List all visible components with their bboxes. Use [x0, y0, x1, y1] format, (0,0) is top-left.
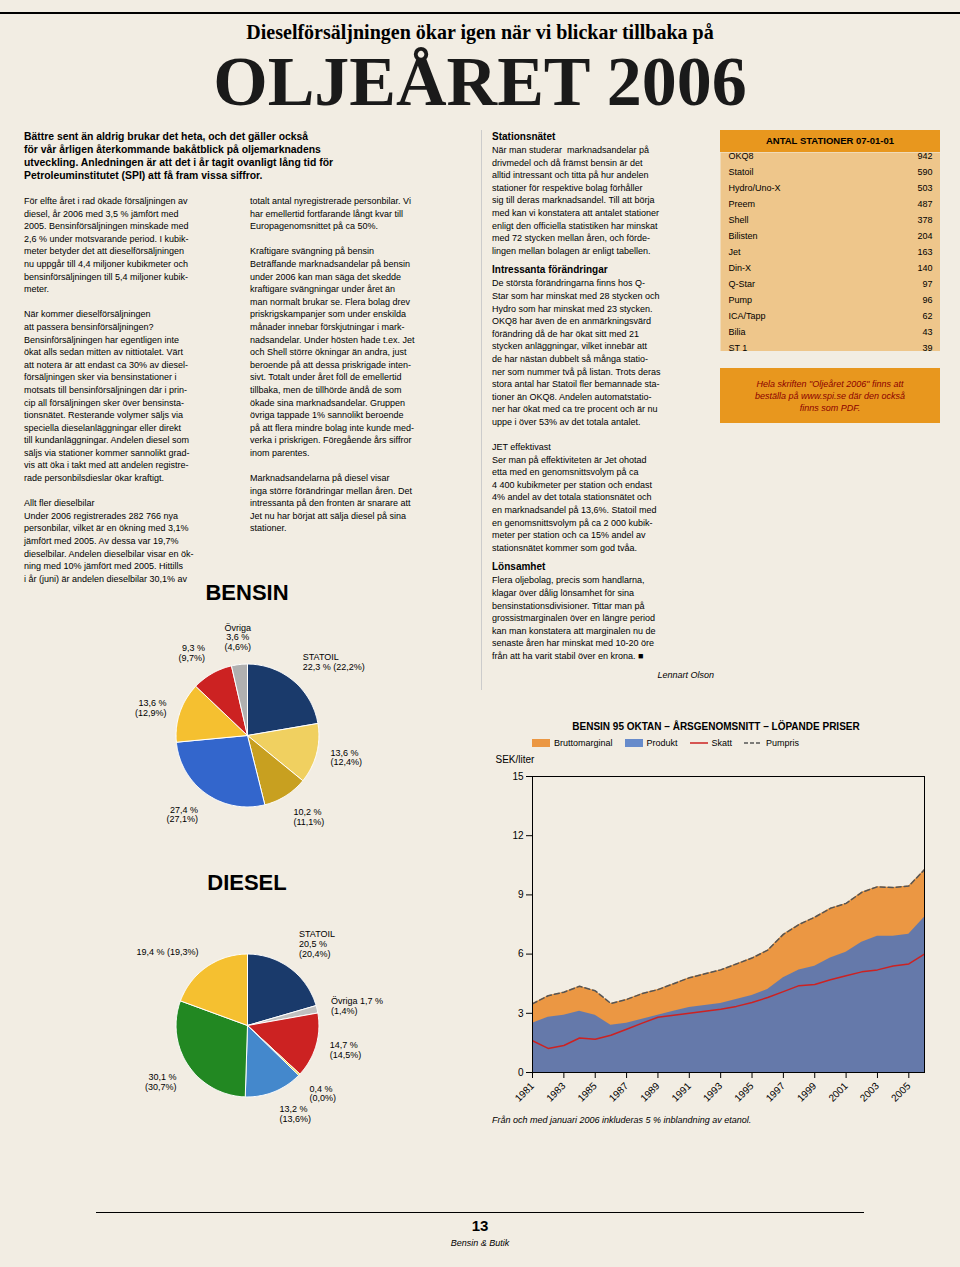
svg-text:15: 15: [512, 771, 524, 782]
html-text:Lennart Olson: Lennart Olson: [657, 669, 714, 680]
svg-text:Hydro/Uno-X: Hydro/Uno-X: [729, 183, 781, 193]
html-text:totalt antal nyregistrerade pe: totalt antal nyregistrerade personbilar.…: [250, 196, 415, 534]
svg-text:0: 0: [518, 1067, 524, 1078]
svg-text:30,1 %(30,7%): 30,1 %(30,7%): [145, 1072, 177, 1092]
svg-text:96: 96: [922, 295, 932, 305]
html-text:Hela skriften "Oljeåret 2006": Hela skriften "Oljeåret 2006" finns att …: [755, 378, 905, 413]
svg-text:Din-X: Din-X: [729, 263, 752, 273]
html-text:Från och med januari 2006 inkl: Från och med januari 2006 inkluderas 5 %…: [492, 1115, 752, 1125]
svg-text:1981: 1981: [513, 1080, 537, 1104]
svg-text:STATOIL20,5 %(20,4%): STATOIL20,5 %(20,4%): [299, 929, 335, 959]
html-text:BENSIN 95 OKTAN – ÅRSGENOMSNIT: BENSIN 95 OKTAN – ÅRSGENOMSNITT – LÖPAND…: [572, 721, 860, 732]
html-text:BENSIN: BENSIN: [205, 580, 289, 605]
svg-text:OKQ8: OKQ8: [729, 152, 754, 161]
html-text:Bättre sent än aldrig brukar d: Bättre sent än aldrig brukar det heta, o…: [24, 131, 334, 181]
svg-text:2003: 2003: [858, 1080, 882, 1104]
svg-text:1989: 1989: [638, 1080, 662, 1104]
svg-text:62: 62: [922, 311, 932, 321]
html-text:DIESEL: DIESEL: [207, 870, 287, 895]
svg-text:1983: 1983: [544, 1080, 568, 1104]
svg-text:ICA/Tapp: ICA/Tapp: [729, 311, 766, 321]
svg-text:9,3 %(9,7%): 9,3 %(9,7%): [179, 643, 206, 663]
svg-text:204: 204: [917, 231, 932, 241]
svg-text:1991: 1991: [669, 1080, 693, 1104]
svg-text:942: 942: [917, 152, 932, 161]
svg-text:487: 487: [917, 199, 932, 209]
html-text:Bruttomarginal: Bruttomarginal: [554, 738, 613, 748]
svg-text:1985: 1985: [575, 1080, 599, 1104]
svg-text:13,6 %(12,4%): 13,6 %(12,4%): [330, 748, 362, 768]
svg-text:1995: 1995: [732, 1080, 756, 1104]
html-text:Flera oljebolag, precis som ha: Flera oljebolag, precis som handlarna, k…: [492, 575, 656, 661]
html-text:För elfte året i rad ökade för: För elfte året i rad ökade försäljningen…: [24, 196, 194, 584]
svg-text:Preem: Preem: [729, 199, 756, 209]
svg-text:140: 140: [917, 263, 932, 273]
html-text:De största förändringarna finn: De största förändringarna finns hos Q- S…: [492, 278, 661, 553]
svg-text:ST 1: ST 1: [729, 343, 748, 351]
svg-text:1987: 1987: [607, 1080, 631, 1104]
html-text:Skatt: Skatt: [711, 738, 733, 748]
svg-text:Pump: Pump: [729, 295, 753, 305]
svg-text:2001: 2001: [826, 1080, 850, 1104]
html-text:Produkt: Produkt: [646, 738, 678, 748]
svg-text:SEK/liter: SEK/liter: [496, 754, 536, 765]
svg-text:1997: 1997: [764, 1080, 788, 1104]
svg-text:1993: 1993: [701, 1080, 725, 1104]
html-text:Pumpris: Pumpris: [766, 738, 800, 748]
svg-text:378: 378: [917, 215, 932, 225]
svg-text:Shell: Shell: [729, 215, 749, 225]
html-text:ANTAL STATIONER 07-01-01: ANTAL STATIONER 07-01-01: [765, 135, 894, 146]
html-text:När man studerar marknadsandel: När man studerar marknadsandelar på driv…: [492, 145, 660, 256]
svg-text:3: 3: [518, 1008, 524, 1019]
svg-text:97: 97: [922, 279, 932, 289]
svg-text:Övriga 1,7 %(1,4%): Övriga 1,7 %(1,4%): [331, 996, 383, 1016]
svg-text:Q-Star: Q-Star: [729, 279, 756, 289]
html-text:OLJEÅRET 2006: OLJEÅRET 2006: [213, 43, 747, 120]
svg-text:13,2 %(13,6%): 13,2 %(13,6%): [280, 1104, 312, 1124]
html-text:Dieselförsäljningen ökar igen: Dieselförsäljningen ökar igen när vi bli…: [246, 21, 714, 43]
svg-text:13,6 %(12,9%): 13,6 %(12,9%): [135, 698, 167, 718]
svg-text:6: 6: [518, 948, 524, 959]
svg-text:43: 43: [922, 327, 932, 337]
svg-text:Bilisten: Bilisten: [729, 231, 758, 241]
svg-text:12: 12: [512, 830, 524, 841]
svg-text:0,4 %(0,0%): 0,4 %(0,0%): [310, 1084, 337, 1104]
html-text:Intressanta förändringar: Intressanta förändringar: [492, 264, 608, 276]
svg-text:163: 163: [917, 247, 932, 257]
svg-text:STATOIL22,3 % (22,2%): STATOIL22,3 % (22,2%): [303, 652, 365, 672]
svg-text:14,7 %(14,5%): 14,7 %(14,5%): [330, 1040, 362, 1060]
svg-text:590: 590: [917, 167, 932, 177]
svg-text:Bilia: Bilia: [729, 327, 746, 337]
svg-text:503: 503: [917, 183, 932, 193]
svg-text:10,2 %(11,1%): 10,2 %(11,1%): [293, 807, 324, 827]
svg-text:39: 39: [922, 343, 932, 351]
html-text:Bensin & Butik: Bensin & Butik: [450, 1238, 510, 1248]
html-text:Lönsamhet: Lönsamhet: [492, 561, 546, 573]
svg-text:9: 9: [518, 889, 524, 900]
svg-text:27,4 %(27,1%): 27,4 %(27,1%): [166, 805, 198, 825]
html-text:13: 13: [471, 1217, 489, 1234]
svg-text:Jet: Jet: [729, 247, 742, 257]
svg-text:1999: 1999: [795, 1080, 819, 1104]
svg-text:19,4 % (19,3%): 19,4 % (19,3%): [136, 947, 198, 957]
html-text:Stationsnätet: Stationsnätet: [492, 131, 556, 142]
svg-text:2005: 2005: [889, 1080, 913, 1104]
svg-text:Övriga3,6 %(4,6%): Övriga3,6 %(4,6%): [225, 623, 252, 653]
svg-text:Statoil: Statoil: [729, 167, 754, 177]
